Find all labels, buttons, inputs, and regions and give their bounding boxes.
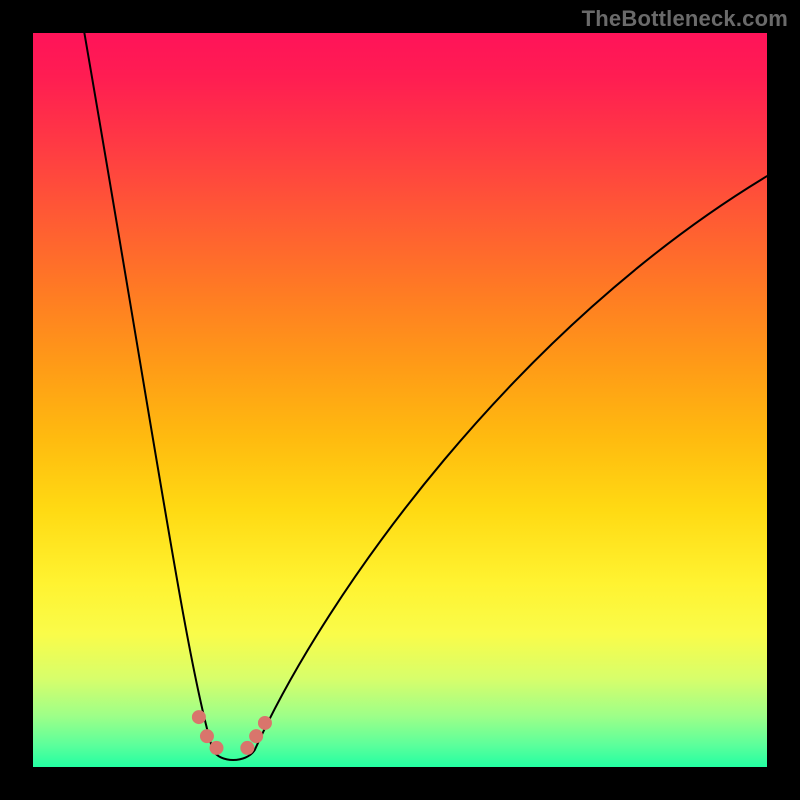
trough-marker (250, 730, 263, 743)
bottleneck-curve (84, 33, 767, 760)
attribution-text: TheBottleneck.com (582, 6, 788, 32)
trough-marker (258, 716, 271, 729)
trough-marker (241, 741, 254, 754)
trough-marker (200, 730, 213, 743)
trough-marker (192, 711, 205, 724)
plot-area (33, 33, 767, 767)
trough-marker (210, 741, 223, 754)
trough-markers (192, 711, 271, 755)
chart-svg (33, 33, 767, 767)
